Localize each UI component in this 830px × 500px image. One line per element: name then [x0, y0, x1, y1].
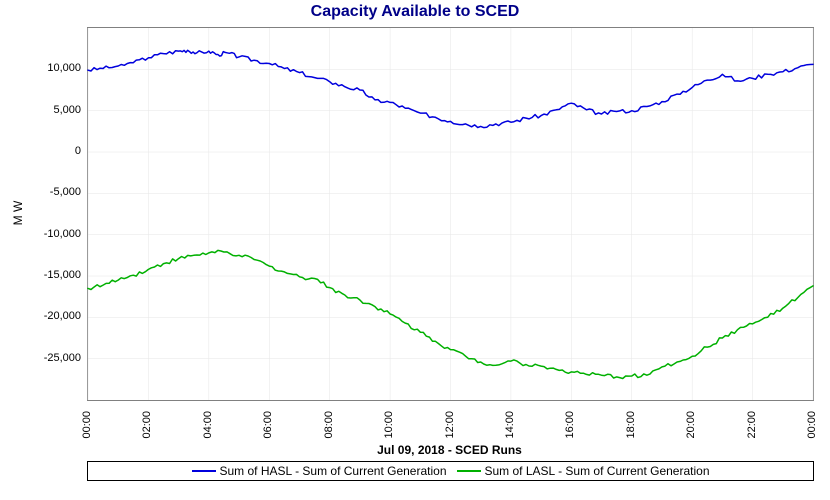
y-tick-label: -10,000	[0, 228, 81, 240]
x-tick-label: 00:00	[806, 411, 818, 439]
chart-title: Capacity Available to SCED	[0, 3, 830, 21]
legend-swatch	[192, 470, 216, 472]
legend: Sum of HASL - Sum of Current Generation S…	[87, 461, 814, 481]
x-tick-label: 06:00	[262, 411, 274, 439]
y-tick-label: -25,000	[0, 352, 81, 364]
chart-container: Capacity Available to SCED M W Jul 09, 2…	[0, 0, 830, 500]
x-tick-label: 10:00	[383, 411, 395, 439]
y-tick-label: -15,000	[0, 269, 81, 281]
y-tick-label: 10,000	[0, 62, 81, 74]
x-tick-label: 08:00	[323, 411, 335, 439]
x-axis-label: Jul 09, 2018 - SCED Runs	[377, 443, 522, 457]
legend-item: Sum of HASL - Sum of Current Generation	[192, 464, 447, 478]
legend-item: Sum of LASL - Sum of Current Generation	[457, 464, 710, 478]
x-tick-label: 16:00	[564, 411, 576, 439]
y-tick-label: 0	[0, 145, 81, 157]
plot-area	[87, 27, 814, 401]
y-axis-label: M W	[11, 201, 25, 226]
x-tick-label: 00:00	[81, 411, 93, 439]
x-tick-label: 14:00	[504, 411, 516, 439]
x-tick-label: 20:00	[685, 411, 697, 439]
y-tick-label: -20,000	[0, 310, 81, 322]
y-tick-label: -5,000	[0, 186, 81, 198]
x-tick-label: 04:00	[202, 411, 214, 439]
legend-swatch	[457, 470, 481, 472]
x-tick-label: 22:00	[746, 411, 758, 439]
x-tick-label: 02:00	[141, 411, 153, 439]
x-tick-label: 18:00	[625, 411, 637, 439]
plot-svg	[88, 28, 813, 400]
x-tick-label: 12:00	[444, 411, 456, 439]
legend-label: Sum of LASL - Sum of Current Generation	[485, 464, 710, 478]
y-tick-label: 5,000	[0, 104, 81, 116]
legend-label: Sum of HASL - Sum of Current Generation	[220, 464, 447, 478]
